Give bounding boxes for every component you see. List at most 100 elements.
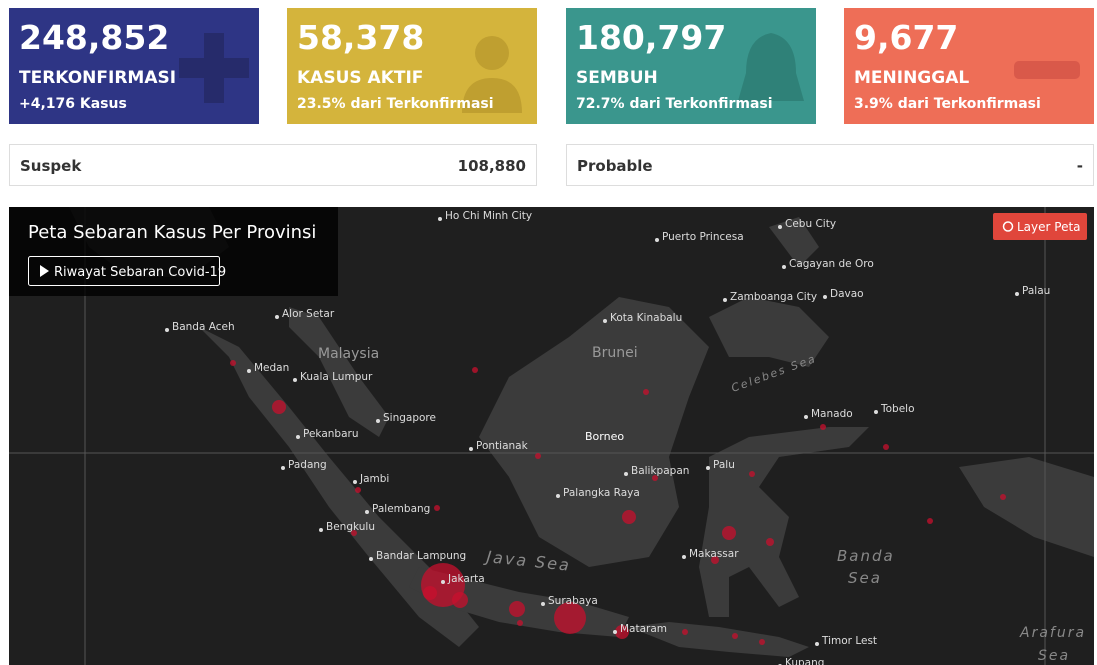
bubble [622, 510, 636, 524]
place-label: Cagayan de Oro [789, 258, 874, 270]
bubble [883, 444, 889, 450]
place-dot [778, 225, 782, 229]
card-sub: 72.7% dari Terkonfirmasi [576, 96, 773, 112]
bubble [766, 538, 774, 546]
sea-label: Arafura [1019, 625, 1086, 641]
place-label: Palu [713, 459, 735, 471]
icon [1014, 61, 1080, 79]
place-label: Mataram [620, 623, 667, 635]
place-dot [293, 378, 297, 382]
history-button-label[interactable]: Riwayat Sebaran Covid-19 [54, 265, 226, 280]
place-label: Tobelo [880, 403, 915, 415]
place-label: Puerto Princesa [662, 231, 744, 243]
bubble [711, 556, 719, 564]
place-label: Jakarta [447, 573, 485, 585]
place-dot [815, 642, 819, 646]
bubble [452, 592, 468, 608]
place-dot [296, 435, 300, 439]
bubble [652, 475, 658, 481]
summary-row: Suspek 108,880 [9, 144, 537, 186]
bubble [423, 586, 437, 600]
bubble [351, 530, 357, 536]
place-label: Cebu City [785, 218, 836, 230]
card-label: KASUS AKTIF [297, 68, 424, 88]
place-dot [369, 557, 373, 561]
place-label: Pekanbaru [303, 428, 358, 440]
region-label: Brunei [592, 345, 638, 361]
place-dot [804, 415, 808, 419]
bubble [749, 471, 755, 477]
place-label: Kuala Lumpur [300, 371, 373, 383]
place-dot [438, 217, 442, 221]
place-dot [365, 510, 369, 514]
bubble [535, 453, 541, 459]
place-dot [682, 555, 686, 559]
place-dot [624, 472, 628, 476]
place-label: Pontianak [476, 440, 529, 452]
place-label: Surabaya [548, 595, 598, 607]
place-label: Ho Chi Minh City [445, 210, 532, 222]
place-label: Jambi [359, 473, 389, 485]
card-label: TERKONFIRMASI [19, 68, 177, 88]
place-dot [1015, 292, 1019, 296]
bubble [472, 367, 478, 373]
place-dot [319, 528, 323, 532]
card: 248,852 TERKONFIRMASI +4,176 Kasus [9, 8, 259, 124]
place-dot [275, 315, 279, 319]
bubble [554, 602, 586, 634]
map: Ho Chi Minh City Cebu City Puerto Princesa… [9, 207, 1094, 665]
place-label: Bengkulu [326, 521, 375, 533]
bubble [615, 625, 629, 639]
play-icon [40, 265, 49, 277]
history-button[interactable] [28, 256, 220, 286]
bubble [355, 487, 361, 493]
summary-value: - [1076, 157, 1083, 175]
card-value: 248,852 [19, 18, 170, 57]
card-sub: 3.9% dari Terkonfirmasi [854, 96, 1041, 112]
place-label: Padang [288, 459, 327, 471]
bubble [759, 639, 765, 645]
place-dot [469, 447, 473, 451]
map-title: Peta Sebaran Kasus Per Provinsi [28, 222, 316, 243]
place-dot [655, 238, 659, 242]
place-dot [706, 466, 710, 470]
place-dot [541, 602, 545, 606]
place-label: Medan [254, 362, 289, 374]
place-label: Alor Setar [282, 308, 335, 320]
layer-button-label[interactable]: Layer Peta [1017, 220, 1081, 234]
title-panel [9, 207, 338, 296]
place-label: Makassar [689, 548, 739, 560]
place-label: Singapore [383, 412, 436, 424]
icon [462, 36, 522, 113]
place-dot [165, 328, 169, 332]
sea-label: Sea [848, 569, 882, 587]
place-label: Kupang [785, 657, 824, 665]
place-label: Kota Kinabalu [610, 312, 682, 324]
bubble [1000, 494, 1006, 500]
bubble [722, 526, 736, 540]
place-label: Manado [811, 408, 853, 420]
summary-value: 108,880 [457, 157, 526, 175]
place-label: Palau [1022, 285, 1050, 297]
place-label: Davao [830, 288, 864, 300]
bubble [230, 360, 236, 366]
summary-row: Probable - [566, 144, 1094, 186]
card: 58,378 KASUS AKTIF 23.5% dari Terkonfirm… [287, 8, 537, 124]
place-label: Balikpapan [631, 465, 689, 477]
bubble [434, 505, 440, 511]
place-dot [613, 630, 617, 634]
bubble [682, 629, 688, 635]
summary-label: Suspek [20, 157, 82, 175]
place-dot [353, 480, 357, 484]
place-dot [603, 319, 607, 323]
summary-label: Probable [577, 157, 653, 175]
place-dot [281, 466, 285, 470]
card-value: 58,378 [297, 18, 425, 57]
place-label: Zamboanga City [730, 291, 817, 303]
icon [179, 33, 249, 103]
place-label: Timor Lest [821, 635, 877, 647]
layer-button[interactable] [993, 213, 1087, 240]
card-value: 9,677 [854, 18, 959, 57]
sea-label: Sea [1038, 648, 1070, 664]
